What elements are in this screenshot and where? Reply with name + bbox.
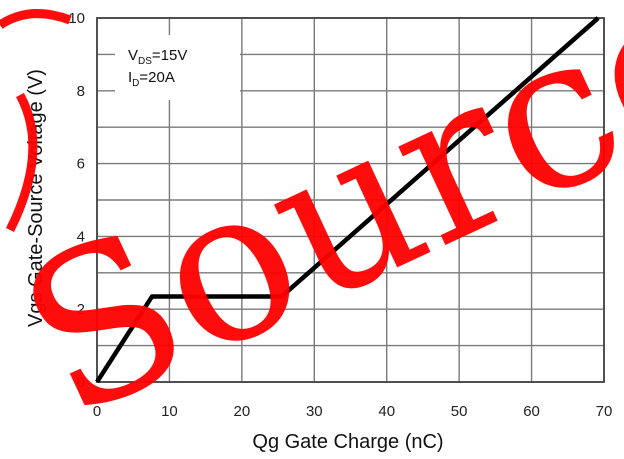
x-tick-label: 0 [93,403,101,420]
x-tick-label: 30 [306,403,323,420]
x-tick-label: 50 [451,403,468,420]
y-tick-labels: 0 2 4 6 8 10 [68,10,85,391]
annotation-box [115,35,240,100]
y-tick-label: 0 [77,374,85,391]
x-tick-label: 70 [596,403,613,420]
y-tick-label: 2 [77,301,85,318]
y-tick-label: 8 [77,83,85,100]
x-tick-label: 40 [378,403,395,420]
id-annotation: ID=20A [128,69,175,89]
x-axis-label: Qg Gate Charge (nC) [252,431,443,453]
gate-charge-curve [95,16,600,384]
x-tick-label: 60 [523,403,540,420]
x-tick-labels: 0 10 20 30 40 50 60 70 [93,403,613,420]
grid [96,17,605,383]
series-layer [95,16,600,384]
y-tick-label: 6 [77,156,85,173]
y-tick-label: 10 [68,10,85,27]
plot-frame [96,17,605,383]
vds-annotation: VDS=15V [128,47,187,67]
x-tick-label: 20 [234,403,251,420]
x-tick-label: 10 [161,403,178,420]
y-tick-label: 4 [77,228,85,245]
